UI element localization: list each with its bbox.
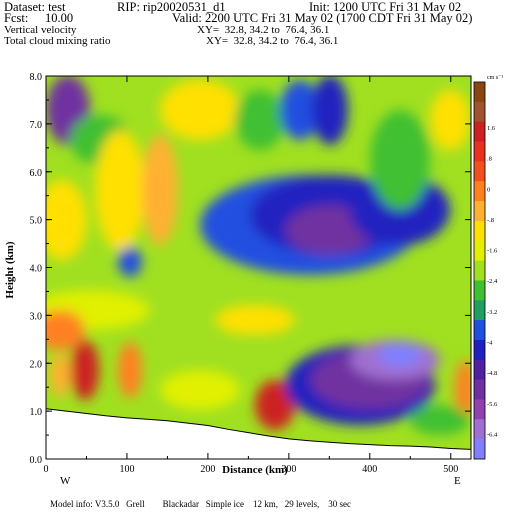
x-endpoint-east: E — [454, 475, 461, 487]
y-tick-label: 1.0 — [30, 407, 43, 418]
model-info: Model info: V3.5.0 Grell Blackadar Simpl… — [50, 499, 352, 509]
x-tick-label: 300 — [281, 464, 296, 475]
colorbar-swatch — [474, 399, 485, 420]
x-tick-label: 200 — [200, 464, 215, 475]
y-axis: 0.0 1.0 2.0 3.0 4.0 5.0 6.0 7.0 8.0 — [30, 72, 471, 466]
y-tick-label: 7.0 — [30, 120, 43, 131]
field2-label: Total cloud mixing ratio — [4, 35, 111, 47]
dataset-label: Dataset: test — [4, 0, 66, 14]
colorbar-label: -5.6 — [487, 401, 498, 408]
colorbar-label: -4.8 — [487, 370, 497, 377]
field2-xy: XY= 32.8, 34.2 to 76.4, 36.1 — [206, 35, 339, 47]
colorbar-swatch — [474, 101, 485, 123]
colorbar-swatch — [474, 82, 485, 103]
colorbar-frame — [473, 81, 486, 460]
colorbar-swatch — [474, 419, 485, 440]
y-tick-label: 8.0 — [30, 72, 43, 83]
y-tick-label: 2.0 — [30, 359, 43, 370]
field1-label: Vertical velocity — [4, 24, 77, 36]
colorbar-swatch — [474, 121, 485, 143]
colorbar-label: -.8 — [487, 217, 494, 224]
colorbar-swatch — [474, 379, 485, 400]
colorbar-swatch — [474, 359, 485, 381]
colorbar-swatch — [474, 439, 485, 460]
x-tick-label: 0 — [44, 464, 49, 475]
init-label: Init: 1200 UTC Fri 31 May 02 — [309, 0, 462, 14]
y-tick-label: 6.0 — [30, 168, 43, 179]
rip-label: RIP: rip20020531_d1 — [117, 0, 226, 14]
colorbar-label: -1.6 — [487, 248, 498, 255]
colorbar-label: 0 — [487, 186, 490, 193]
valid-label: Valid: 2200 UTC Fri 31 May 02 (1700 CDT … — [172, 11, 473, 25]
fcst-label: Fcst: — [4, 11, 29, 25]
colorbar-label: -2.4 — [487, 278, 498, 285]
colorbar-label: -6.4 — [487, 431, 498, 438]
colorbar-label: -4 — [487, 340, 493, 347]
colorbar-swatch — [474, 201, 485, 222]
colorbar-swatch — [474, 141, 485, 162]
x-axis: 0 100 200 300 400 500 — [44, 76, 458, 475]
colorbar: 1.6 .8 0 -.8 -1.6 -2.4 -3.2 -4 -4.8 -5.6 -6.4 — [473, 81, 498, 460]
x-endpoint-west: W — [60, 475, 71, 487]
colorbar-label: -3.2 — [487, 309, 497, 316]
field-contours — [46, 76, 471, 459]
colorbar-swatch — [474, 280, 485, 301]
colorbar-swatch — [474, 220, 485, 242]
colorbar-swatch — [474, 300, 485, 321]
y-tick-label: 4.0 — [30, 264, 43, 275]
colorbar-label: 1.6 — [487, 125, 496, 132]
x-tick-label: 400 — [362, 464, 377, 475]
y-tick-label: 3.0 — [30, 311, 43, 322]
field1-xy: XY= 32.8, 34.2 to 76.4, 36.1 — [197, 24, 330, 36]
x-axis-title: Distance (km) — [222, 464, 288, 476]
colorbar-swatch — [474, 320, 485, 341]
colorbar-swatch — [474, 240, 485, 262]
y-tick-label: 5.0 — [30, 216, 43, 227]
colorbar-swatch — [474, 181, 485, 202]
colorbar-unit: cm s⁻¹ — [487, 75, 503, 81]
y-axis-title: Height (km) — [4, 241, 16, 298]
x-tick-label: 500 — [443, 464, 458, 475]
fcst-value: 10.00 — [45, 11, 74, 25]
colorbar-swatch — [474, 260, 485, 281]
x-tick-label: 100 — [119, 464, 134, 475]
y-tick-label: 0.0 — [30, 455, 43, 466]
colorbar-swatch — [474, 339, 485, 361]
colorbar-swatch — [474, 161, 485, 182]
terrain-mask — [46, 408, 471, 459]
colorbar-label: .8 — [487, 156, 492, 163]
